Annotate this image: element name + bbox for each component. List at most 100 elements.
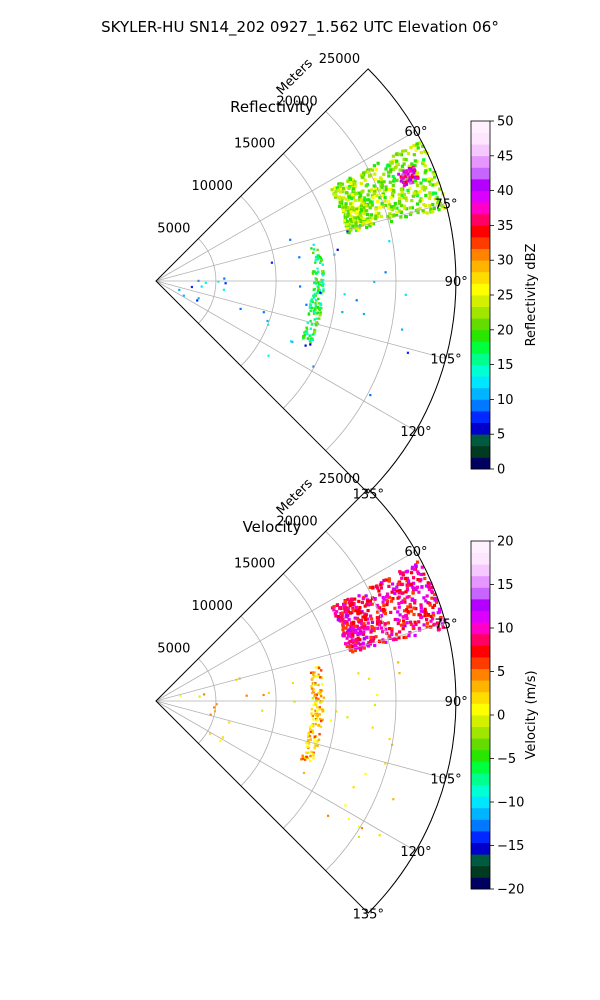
echo-pixel bbox=[314, 282, 318, 285]
echo-pixel bbox=[319, 304, 322, 307]
echo-pixel bbox=[313, 332, 316, 335]
echo-pixel bbox=[425, 621, 429, 625]
echo-pixel bbox=[349, 621, 354, 625]
echo-pixel bbox=[305, 751, 308, 754]
echo-pixel bbox=[319, 718, 322, 721]
echo-pixel bbox=[343, 205, 347, 209]
echo-pixel bbox=[401, 149, 405, 153]
echo-pixel bbox=[361, 597, 365, 601]
colorbar-swatch bbox=[471, 411, 490, 423]
echo-pixel bbox=[413, 159, 417, 163]
echo-pixel bbox=[356, 608, 360, 612]
colorbar-swatch bbox=[471, 761, 490, 774]
echo-pixel bbox=[315, 718, 318, 722]
echo-pixel bbox=[317, 286, 320, 290]
echo-pixel bbox=[393, 606, 397, 610]
echo-pixel bbox=[406, 190, 411, 194]
echo-pixel bbox=[387, 200, 391, 204]
echo-pixel bbox=[312, 703, 315, 707]
echo-pixel bbox=[319, 690, 322, 694]
echo-pixel bbox=[356, 215, 360, 219]
echo-pixel bbox=[398, 589, 402, 593]
echo-pixel bbox=[270, 261, 273, 264]
colorbar-swatch bbox=[471, 306, 490, 319]
echo-pixel bbox=[365, 635, 369, 639]
echo-pixel bbox=[362, 622, 366, 626]
colorbar-swatch bbox=[471, 179, 490, 191]
echo-pixel bbox=[307, 751, 310, 754]
echo-pixel bbox=[438, 187, 442, 191]
echo-pixel bbox=[368, 200, 372, 204]
echo-pixel bbox=[364, 204, 368, 208]
echo-pixel bbox=[341, 628, 345, 632]
echo-pixel bbox=[388, 203, 392, 207]
echo-pixel bbox=[321, 709, 324, 713]
echo-pixel bbox=[398, 613, 402, 617]
echo-pixel bbox=[365, 602, 369, 606]
echo-pixel bbox=[411, 626, 415, 630]
echo-pixel bbox=[380, 181, 384, 185]
echo-pixel bbox=[309, 759, 312, 763]
echo-pixel bbox=[437, 208, 441, 212]
echo-pixel bbox=[381, 205, 385, 209]
echo-pixel bbox=[384, 640, 388, 644]
echo-pixel bbox=[388, 627, 392, 631]
echo-pixel bbox=[303, 756, 306, 759]
echo-pixel bbox=[333, 612, 337, 616]
colorbar-swatch bbox=[471, 865, 490, 878]
echo-pixel bbox=[368, 219, 372, 223]
echo-pixel bbox=[392, 167, 396, 171]
azimuth-gridline bbox=[155, 280, 416, 432]
echo-pixel bbox=[433, 622, 437, 626]
echo-pixel bbox=[360, 622, 364, 626]
echo-pixel bbox=[364, 614, 368, 618]
velocity-panel-title: Velocity bbox=[243, 518, 302, 536]
colorbar-tick-label: 15 bbox=[497, 358, 514, 373]
echo-pixel bbox=[307, 734, 310, 737]
echo-pixel bbox=[353, 648, 357, 653]
echo-pixel bbox=[390, 208, 394, 212]
echo-pixel bbox=[360, 625, 364, 629]
echo-pixel bbox=[408, 177, 412, 181]
echo-pixel bbox=[405, 583, 409, 587]
echo-pixel bbox=[391, 582, 395, 586]
echo-pixel bbox=[389, 205, 394, 209]
echo-pixel bbox=[312, 682, 316, 685]
echo-pixel bbox=[314, 709, 317, 712]
echo-pixel bbox=[421, 144, 425, 148]
echo-pixel bbox=[367, 198, 371, 202]
echo-pixel bbox=[303, 334, 306, 337]
colorbar-label: Velocity (m/s) bbox=[524, 670, 539, 759]
echo-pixel bbox=[350, 632, 354, 636]
colorbar-tick-label: 35 bbox=[497, 219, 514, 234]
echo-pixel bbox=[411, 624, 415, 628]
echo-pixel bbox=[420, 186, 424, 190]
echo-pixel bbox=[403, 600, 407, 604]
echo-pixel bbox=[410, 571, 414, 575]
echo-pixel bbox=[383, 196, 387, 200]
echo-pixel bbox=[381, 192, 385, 196]
echo-pixel bbox=[385, 164, 389, 168]
echo-pixel bbox=[344, 605, 348, 609]
echo-pixel bbox=[407, 579, 411, 583]
echo-pixel bbox=[373, 177, 377, 182]
echo-pixel bbox=[397, 209, 401, 213]
echo-pixel bbox=[428, 194, 432, 198]
colorbar-swatch bbox=[471, 155, 490, 168]
echo-pixel bbox=[349, 182, 353, 186]
echo-pixel bbox=[316, 267, 319, 270]
range-axis-label: Meters bbox=[274, 56, 316, 98]
echo-pixel bbox=[431, 611, 435, 615]
echo-pixel bbox=[316, 311, 320, 314]
echo-pixel bbox=[313, 270, 317, 273]
echo-pixel bbox=[377, 180, 381, 184]
echo-pixel bbox=[313, 330, 317, 334]
echo-pixel bbox=[415, 171, 420, 175]
echo-pixel bbox=[349, 177, 353, 181]
echo-pixel bbox=[395, 212, 399, 217]
echo-pixel bbox=[403, 624, 407, 628]
echo-pixel bbox=[310, 708, 314, 711]
azimuth-tick-label: 105° bbox=[430, 353, 461, 368]
echo-pixel bbox=[358, 606, 362, 610]
colorbar-swatch bbox=[471, 445, 490, 458]
